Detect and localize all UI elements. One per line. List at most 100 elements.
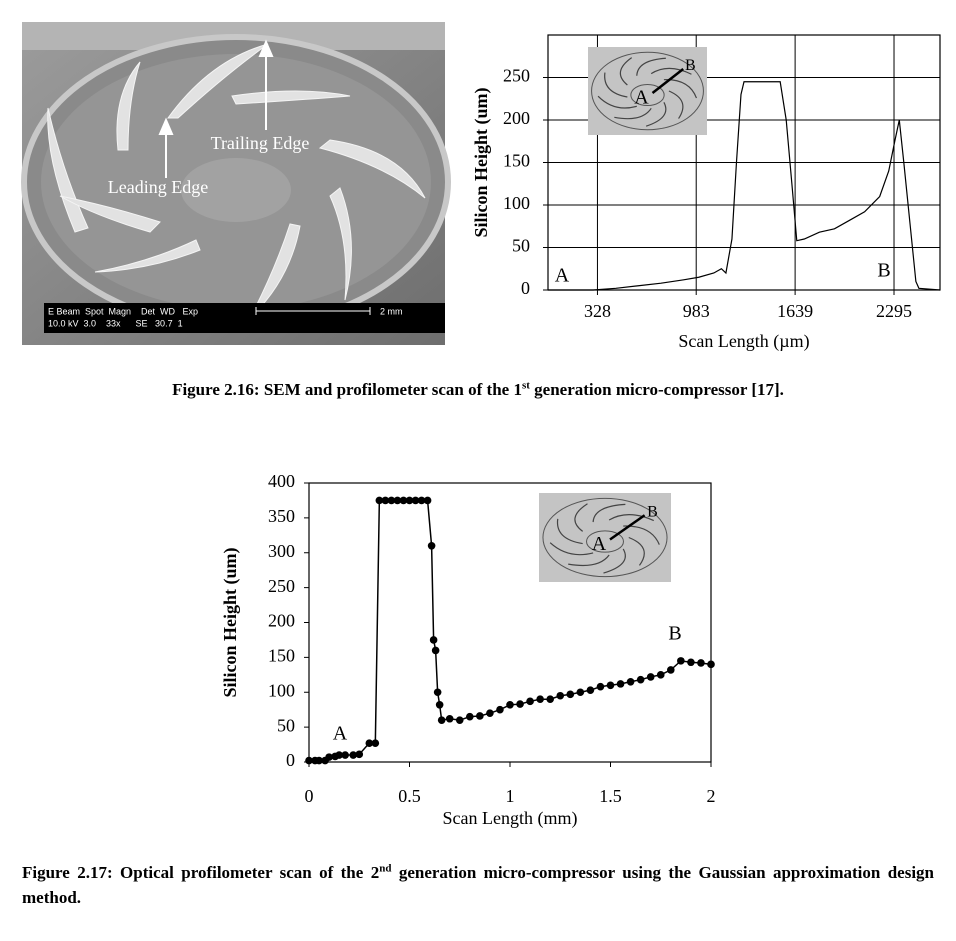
data-point [556, 691, 565, 700]
inset-blade [619, 57, 633, 86]
data-point [435, 701, 444, 709]
data-point [586, 686, 595, 694]
data-point [371, 739, 380, 747]
data-point [486, 709, 494, 717]
x-tick-label: 1639 [777, 301, 813, 321]
inset-impeller [591, 51, 704, 131]
data-point [516, 700, 524, 708]
y-tick-label: 400 [268, 471, 295, 491]
data-point [646, 673, 655, 681]
inset-blade [597, 95, 637, 109]
y-tick-label: 0 [286, 750, 295, 770]
data-point [496, 705, 504, 714]
data-point [506, 701, 514, 709]
annotation: A [333, 723, 348, 745]
inset-blade [636, 57, 666, 76]
plot-frame [308, 482, 712, 763]
data-point [466, 712, 474, 721]
y-axis-title: Silicon Height (um) [471, 87, 492, 237]
data-point [707, 660, 715, 669]
data-point [341, 751, 349, 759]
inset-blade [608, 514, 654, 522]
data-point [423, 496, 432, 505]
data-point [411, 496, 420, 505]
inset-blade [604, 72, 628, 98]
data-point [349, 751, 358, 759]
data-point [381, 496, 390, 505]
data-point [445, 714, 454, 723]
annotation: A [555, 265, 570, 287]
data-point [697, 659, 705, 667]
data-point [405, 496, 414, 505]
x-tick-label: 0.5 [398, 786, 421, 806]
inset-hub [630, 83, 665, 107]
data-point [335, 751, 343, 759]
y-tick-label: 50 [277, 715, 295, 735]
data-point [315, 756, 323, 765]
data-point [431, 646, 440, 655]
inset-blade [668, 90, 684, 119]
data-point [417, 496, 426, 505]
data-point [375, 496, 384, 505]
data-point [616, 680, 625, 688]
data-point [399, 496, 408, 505]
y-tick-label: 150 [503, 151, 530, 171]
data-point [596, 682, 605, 691]
data-line [548, 81, 941, 291]
data-point [305, 756, 313, 765]
x-tick-label: 328 [584, 301, 611, 321]
data-point [427, 541, 436, 550]
sem-image: Trailing Edge Leading Edge E Beam Spot M… [21, 22, 451, 345]
data-point [636, 675, 645, 684]
inset-blade [568, 554, 610, 567]
y-tick-label: 300 [268, 541, 295, 561]
inset-blade [628, 536, 645, 566]
x-axis-title: Scan Length (mm) [443, 808, 578, 829]
data-point [677, 657, 685, 665]
inset-hub [586, 530, 624, 553]
inset-scan-line [609, 514, 646, 541]
y-tick-label: 250 [503, 66, 530, 86]
data-point [429, 636, 438, 644]
data-point [325, 753, 333, 761]
sem-info-header: E Beam Spot Magn Det WD Exp [48, 306, 198, 316]
inset-blade [574, 503, 588, 532]
data-point [576, 688, 585, 697]
inset-blade [549, 542, 594, 556]
data-point [526, 697, 534, 706]
data-point [546, 695, 554, 704]
y-tick-label: 50 [512, 236, 530, 256]
data-point [667, 666, 675, 674]
y-axis-title: Silicon Height (um) [220, 547, 241, 697]
inset-blade [614, 107, 652, 120]
data-point [566, 690, 575, 699]
sem-label: Leading Edge [108, 177, 208, 197]
data-point [656, 671, 665, 679]
caption-text: generation micro-compressor [17]. [529, 380, 784, 399]
data-point [387, 496, 396, 505]
annotation: B [668, 623, 681, 645]
caption-text: Figure 2.17: Optical profilometer scan o… [22, 863, 380, 882]
data-point [476, 712, 484, 720]
data-point [455, 716, 464, 724]
caption-text: Figure 2.16: SEM and profilometer scan o… [172, 380, 522, 399]
annotation: B [877, 260, 890, 282]
x-tick-label: 983 [683, 301, 710, 321]
x-tick-label: 1.5 [599, 786, 622, 806]
caption: Figure 2.17: Optical profilometer scan o… [22, 860, 934, 910]
inset-blade [592, 503, 626, 523]
caption-sup: st [521, 379, 530, 392]
caption: Figure 2.16: SEM and profilometer scan o… [0, 377, 956, 402]
inset-blade [556, 518, 583, 545]
y-tick-label: 350 [268, 506, 295, 526]
y-tick-label: 200 [503, 108, 530, 128]
inset-scan-line [651, 68, 684, 94]
caption-sup: nd [379, 862, 392, 875]
data-point [365, 739, 374, 747]
y-tick-label: 0 [521, 278, 530, 298]
inset-label: A [634, 87, 649, 109]
data-point [606, 681, 615, 690]
data-point [437, 716, 446, 724]
y-tick-label: 250 [268, 576, 295, 596]
